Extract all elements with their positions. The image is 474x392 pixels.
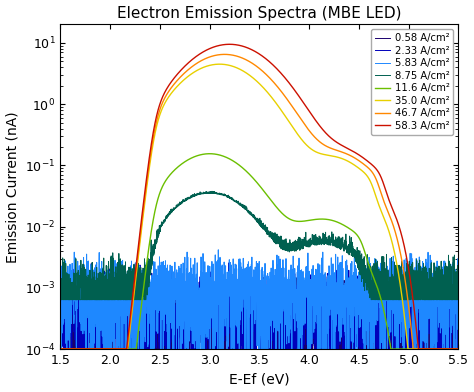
46.7 A/cm²	[222, 52, 228, 57]
8.75 A/cm²	[228, 196, 233, 200]
58.3 A/cm²	[57, 347, 63, 351]
2.33 A/cm²	[228, 315, 233, 320]
5.83 A/cm²	[405, 270, 411, 275]
58.3 A/cm²	[228, 42, 233, 47]
46.7 A/cm²	[448, 347, 454, 351]
0.58 A/cm²	[448, 282, 454, 287]
Line: 2.33 A/cm²: 2.33 A/cm²	[60, 263, 458, 349]
58.3 A/cm²	[456, 347, 461, 351]
5.83 A/cm²	[228, 260, 233, 265]
11.6 A/cm²	[448, 347, 454, 351]
0.58 A/cm²	[57, 346, 63, 351]
Line: 5.83 A/cm²: 5.83 A/cm²	[60, 250, 458, 349]
11.6 A/cm²	[456, 347, 461, 351]
Legend: 0.58 A/cm², 2.33 A/cm², 5.83 A/cm², 8.75 A/cm², 11.6 A/cm², 35.0 A/cm², 46.7 A/c: 0.58 A/cm², 2.33 A/cm², 5.83 A/cm², 8.75…	[371, 29, 454, 135]
11.6 A/cm²	[103, 347, 109, 351]
0.58 A/cm²	[456, 285, 461, 290]
5.83 A/cm²	[456, 285, 461, 290]
5.83 A/cm²	[127, 306, 132, 311]
0.58 A/cm²	[127, 316, 132, 321]
11.6 A/cm²	[228, 157, 233, 162]
8.75 A/cm²	[405, 279, 411, 284]
5.83 A/cm²	[103, 296, 109, 301]
2.33 A/cm²	[448, 297, 454, 301]
11.6 A/cm²	[405, 347, 410, 351]
8.75 A/cm²	[210, 191, 216, 196]
Line: 8.75 A/cm²: 8.75 A/cm²	[60, 191, 458, 299]
2.33 A/cm²	[456, 347, 461, 351]
46.7 A/cm²	[103, 347, 109, 351]
35.0 A/cm²	[127, 332, 132, 337]
Line: 35.0 A/cm²: 35.0 A/cm²	[60, 64, 458, 349]
35.0 A/cm²	[456, 347, 461, 351]
11.6 A/cm²	[127, 347, 132, 351]
35.0 A/cm²	[217, 62, 222, 67]
8.75 A/cm²	[58, 297, 64, 302]
46.7 A/cm²	[228, 53, 233, 57]
0.58 A/cm²	[58, 347, 64, 351]
8.75 A/cm²	[209, 189, 215, 194]
2.33 A/cm²	[226, 261, 232, 265]
46.7 A/cm²	[210, 54, 216, 58]
8.75 A/cm²	[103, 281, 109, 286]
58.3 A/cm²	[448, 347, 454, 351]
35.0 A/cm²	[405, 346, 410, 351]
Title: Electron Emission Spectra (MBE LED): Electron Emission Spectra (MBE LED)	[117, 5, 401, 20]
Line: 11.6 A/cm²: 11.6 A/cm²	[60, 154, 458, 349]
2.33 A/cm²	[58, 347, 64, 351]
0.58 A/cm²	[210, 333, 216, 338]
Y-axis label: Emission Current (nA): Emission Current (nA)	[6, 111, 19, 263]
58.3 A/cm²	[127, 322, 132, 327]
0.58 A/cm²	[109, 267, 115, 272]
5.83 A/cm²	[210, 276, 216, 281]
2.33 A/cm²	[210, 303, 216, 308]
46.7 A/cm²	[127, 328, 132, 332]
46.7 A/cm²	[456, 347, 461, 351]
35.0 A/cm²	[103, 347, 109, 351]
11.6 A/cm²	[210, 152, 216, 156]
2.33 A/cm²	[127, 344, 132, 349]
46.7 A/cm²	[405, 298, 410, 302]
Line: 58.3 A/cm²: 58.3 A/cm²	[60, 44, 458, 349]
0.58 A/cm²	[103, 293, 109, 298]
2.33 A/cm²	[405, 297, 411, 302]
Line: 46.7 A/cm²: 46.7 A/cm²	[60, 54, 458, 349]
11.6 A/cm²	[57, 347, 63, 351]
8.75 A/cm²	[127, 278, 132, 283]
58.3 A/cm²	[227, 42, 232, 47]
58.3 A/cm²	[405, 262, 410, 267]
46.7 A/cm²	[57, 347, 63, 351]
5.83 A/cm²	[448, 264, 454, 269]
Line: 0.58 A/cm²: 0.58 A/cm²	[60, 270, 458, 349]
8.75 A/cm²	[456, 269, 461, 274]
11.6 A/cm²	[207, 151, 212, 156]
2.33 A/cm²	[57, 312, 63, 317]
5.83 A/cm²	[57, 279, 63, 284]
8.75 A/cm²	[448, 276, 454, 281]
58.3 A/cm²	[103, 347, 109, 351]
35.0 A/cm²	[448, 347, 454, 351]
8.75 A/cm²	[57, 252, 63, 257]
0.58 A/cm²	[228, 347, 233, 351]
35.0 A/cm²	[228, 63, 233, 68]
0.58 A/cm²	[405, 299, 411, 304]
2.33 A/cm²	[103, 304, 109, 309]
35.0 A/cm²	[57, 347, 63, 351]
35.0 A/cm²	[210, 62, 216, 67]
5.83 A/cm²	[216, 247, 221, 252]
X-axis label: E-Ef (eV): E-Ef (eV)	[229, 372, 290, 387]
5.83 A/cm²	[58, 347, 64, 351]
58.3 A/cm²	[210, 45, 216, 50]
